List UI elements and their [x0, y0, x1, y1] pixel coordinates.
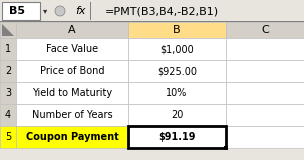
Text: Yield to Maturity: Yield to Maturity [32, 88, 112, 98]
Text: Coupon Payment: Coupon Payment [26, 132, 118, 142]
Text: B: B [173, 25, 181, 35]
Bar [0, 22, 304, 38]
Bar [16, 126, 128, 148]
Text: 5: 5 [5, 132, 11, 142]
Bar [226, 38, 304, 60]
Text: A: A [68, 25, 76, 35]
Bar [128, 104, 226, 126]
Text: 1: 1 [5, 44, 11, 54]
Bar [0, 22, 16, 38]
Text: Price of Bond: Price of Bond [40, 66, 104, 76]
Bar [0, 82, 16, 104]
Bar [16, 22, 128, 38]
Text: 10%: 10% [166, 88, 188, 98]
Text: fx: fx [75, 6, 85, 16]
Text: Number of Years: Number of Years [32, 110, 112, 120]
Polygon shape [2, 24, 14, 36]
Bar [128, 82, 226, 104]
Bar [128, 126, 226, 148]
Bar [0, 60, 16, 82]
Text: Face Value: Face Value [46, 44, 98, 54]
Bar [128, 60, 226, 82]
Text: $91.19: $91.19 [158, 132, 196, 142]
Bar [226, 82, 304, 104]
Bar [226, 60, 304, 82]
Bar [0, 126, 16, 148]
Bar [224, 146, 228, 150]
Bar [128, 38, 226, 60]
Bar [16, 38, 128, 60]
Bar [16, 82, 128, 104]
Text: 2: 2 [5, 66, 11, 76]
Bar [0, 21, 304, 22]
Bar [0, 38, 16, 60]
Bar [226, 126, 304, 148]
Bar [0, 0, 304, 22]
Text: ▾: ▾ [43, 7, 47, 16]
Bar [16, 60, 128, 82]
Text: $1,000: $1,000 [160, 44, 194, 54]
Text: C: C [261, 25, 269, 35]
Circle shape [55, 6, 65, 16]
Text: 3: 3 [5, 88, 11, 98]
Text: B5: B5 [9, 6, 25, 16]
Bar [128, 126, 226, 148]
Bar [128, 22, 226, 38]
Bar [226, 104, 304, 126]
Bar [2, 2, 40, 20]
Bar [90, 2, 91, 20]
Bar [16, 104, 128, 126]
Text: 20: 20 [171, 110, 183, 120]
Text: 4: 4 [5, 110, 11, 120]
Bar [226, 22, 304, 38]
Bar [0, 104, 16, 126]
Text: $925.00: $925.00 [157, 66, 197, 76]
Text: =PMT(B3,B4,-B2,B1): =PMT(B3,B4,-B2,B1) [105, 6, 219, 16]
